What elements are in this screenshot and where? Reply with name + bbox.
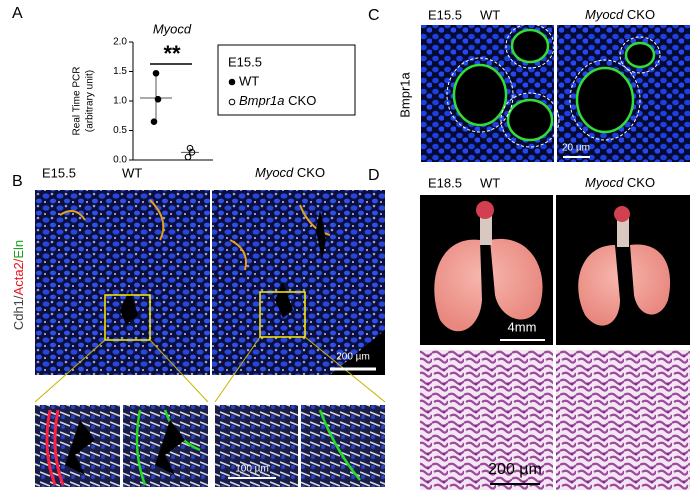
stain-label: Cdh1/Acta2/Eln [11,240,26,330]
y-axis-label: (arbitrary unit) [85,70,96,132]
lung [578,244,671,326]
histology [556,350,690,490]
tissue-edge [330,330,385,375]
scale-label: 200 µm [336,352,370,363]
y-axis-label: Real Time PCR [72,67,83,136]
genotype-label: WT [122,165,142,180]
genotype-label: Myocd CKO [585,175,655,190]
legend-label: WT [239,73,259,88]
data-point [186,144,194,152]
zoom-line [34,339,106,403]
data-point [184,153,192,161]
scale-label: 100 µm [235,464,269,475]
stain-label: Bmpr1a [397,71,412,117]
scale-label: 4mm [508,319,537,334]
stage-label: E18.5 [428,175,462,190]
legend-title: E15.5 [228,54,262,69]
outline [446,23,661,148]
stain: Cdh1/ [11,295,26,330]
genotype-label: WT [480,175,500,190]
zoom-box [259,291,306,338]
trachea [617,215,629,247]
y-tick-label: 1.0 [113,96,127,107]
genotype-label: Myocd CKO [255,165,325,180]
genotype-label: WT [480,7,500,22]
panel-letter: D [368,167,380,184]
panel-letter: B [12,173,23,190]
legend-marker [228,98,236,106]
stage-label: E15.5 [42,165,76,180]
data-point [152,69,160,77]
significance: ** [163,41,181,66]
y-tick-label: 1.5 [113,66,127,77]
zoom-box [104,294,151,341]
panel-letter: C [368,7,380,24]
acta2-signal [45,409,65,486]
genotype-label: Myocd CKO [585,7,655,22]
y-tick-label: 0.0 [113,155,127,166]
data-point [150,118,158,125]
airway [65,420,185,475]
zoom-line [149,339,209,403]
stain: Acta2/ [11,258,26,295]
chart-title: Myocd [153,21,192,36]
zoom-line [214,336,261,403]
stage-label: E15.5 [428,7,462,22]
heart-remnant [476,201,494,219]
y-tick-label: 0.5 [113,125,127,136]
stain: Eln [11,240,26,259]
legend-marker [228,78,236,86]
lung [434,238,543,332]
legend-box [217,44,356,116]
heart-remnant [614,206,630,222]
micrograph [35,190,210,375]
legend-label: Bmpr1a CKO [239,93,316,108]
data-point [154,95,162,103]
airway [452,28,656,142]
inset [215,405,298,487]
micrograph [212,190,385,375]
scale-label: 200 µm [488,461,542,478]
data-point [188,149,196,156]
histology [420,350,553,490]
y-tick-label: 2.0 [113,37,127,48]
panel-letter: A [12,5,23,22]
scale-label: 20 µm [562,143,590,154]
inset [301,405,385,487]
vessel [59,199,331,271]
